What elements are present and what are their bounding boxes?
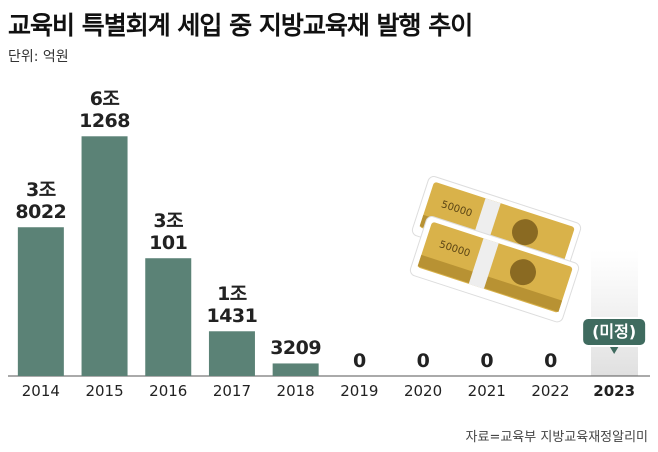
x-tick-label: 2021 bbox=[468, 382, 506, 400]
value-label: 6조 1268 bbox=[79, 88, 130, 133]
x-tick-label: 2017 bbox=[213, 382, 251, 400]
bar bbox=[17, 227, 64, 376]
x-tick-label: 2016 bbox=[149, 382, 187, 400]
value-label: 0 bbox=[544, 350, 557, 372]
annotation-box bbox=[581, 317, 648, 347]
x-tick-label: 2018 bbox=[277, 382, 315, 400]
bar bbox=[208, 331, 255, 376]
value-label: 3209 bbox=[270, 337, 322, 360]
chart-title: 교육비 특별회계 세입 중 지방교육채 발행 추이 bbox=[8, 11, 473, 40]
x-tick-label: 2015 bbox=[85, 382, 123, 400]
x-tick-label: 2022 bbox=[531, 382, 569, 400]
bar bbox=[145, 258, 192, 376]
value-label: 1조 1431 bbox=[206, 283, 258, 328]
highlight-column bbox=[591, 250, 638, 376]
subtitle: 단위: 억원 bbox=[8, 49, 69, 65]
x-tick-label: 2019 bbox=[340, 382, 378, 400]
x-tick-label: 2014 bbox=[22, 382, 60, 400]
bar bbox=[272, 363, 319, 376]
annotation: (미정) bbox=[592, 322, 636, 341]
x-tick-label: 2023 bbox=[593, 382, 635, 400]
money-illustration: 50000 50000 bbox=[409, 176, 582, 323]
value-label: 3조 101 bbox=[149, 210, 188, 255]
value-label: 3조 8022 bbox=[15, 179, 67, 224]
value-label: 0 bbox=[416, 350, 430, 372]
value-label: 0 bbox=[480, 350, 494, 372]
value-label: 0 bbox=[352, 350, 366, 372]
bar bbox=[81, 136, 128, 376]
x-tick-label: 2020 bbox=[404, 382, 442, 400]
source: 자료=교육부 지방교육재정알리미 bbox=[465, 430, 648, 445]
